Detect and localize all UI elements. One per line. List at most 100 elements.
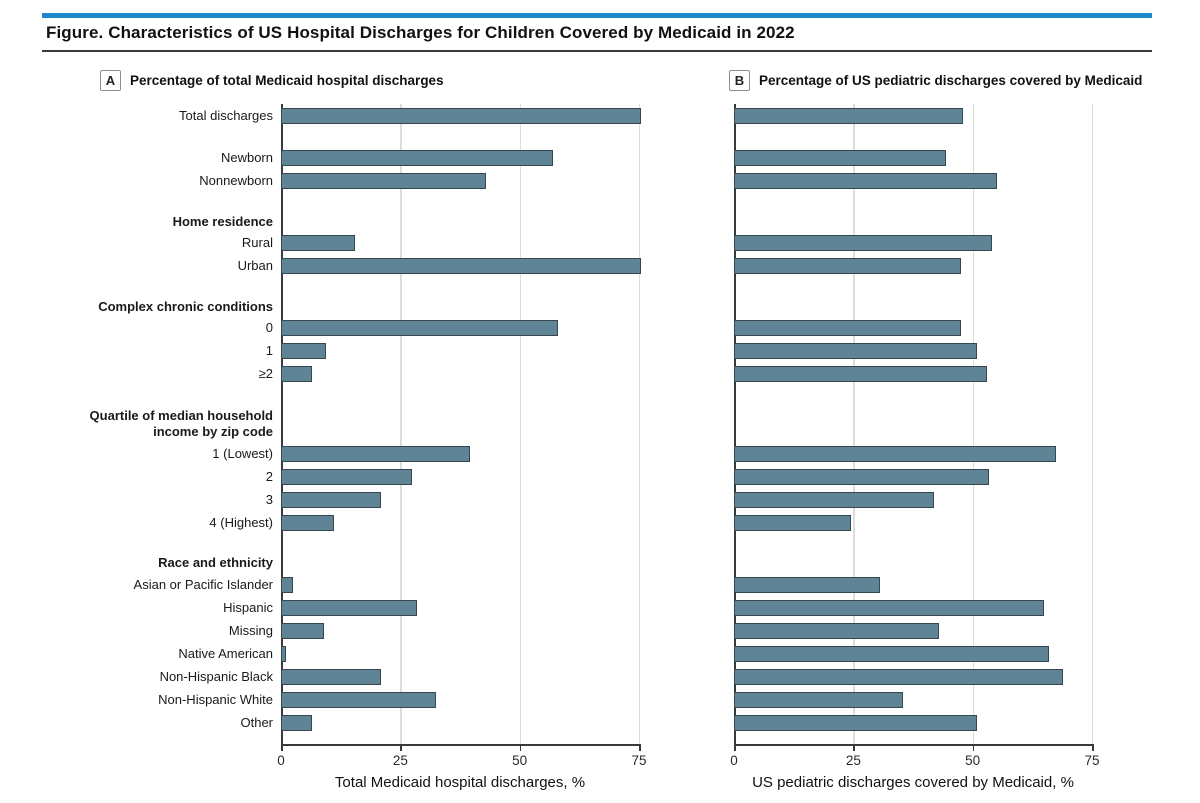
row-label: 3 bbox=[265, 491, 273, 507]
chart-row: Newborn bbox=[42, 147, 1152, 170]
row-label: 1 bbox=[265, 343, 273, 358]
section-header-row: Complex chronic conditions bbox=[42, 297, 1152, 317]
bar-panel-b bbox=[734, 491, 935, 508]
chart-row: 4 (Highest) bbox=[42, 511, 1152, 534]
chart-row: 1 bbox=[42, 340, 1152, 363]
plot-area-b bbox=[734, 297, 1152, 317]
row-label: Total discharges bbox=[179, 107, 273, 123]
plot-area-a bbox=[281, 442, 690, 465]
bar-panel-b bbox=[734, 691, 904, 708]
panel-gap bbox=[690, 488, 734, 511]
plot-area-b bbox=[734, 554, 1152, 574]
plot-area-b bbox=[734, 340, 1152, 363]
plot-area-a bbox=[281, 147, 690, 170]
bar-panel-a bbox=[281, 514, 334, 531]
bar-panel-b bbox=[734, 320, 961, 336]
x-axis-tick bbox=[281, 745, 283, 751]
chart-row: Native American bbox=[42, 642, 1152, 665]
bar-panel-b bbox=[734, 714, 978, 731]
chart-row: ≥2 bbox=[42, 363, 1152, 386]
panel-gap bbox=[690, 511, 734, 534]
x-axis-tick bbox=[853, 745, 855, 751]
plot-area-b bbox=[734, 488, 1152, 511]
panel-gap bbox=[690, 232, 734, 255]
panel-gap bbox=[690, 340, 734, 363]
section-header-label bbox=[42, 386, 281, 406]
bar-panel-a bbox=[281, 645, 286, 662]
section-header-label: Race and ethnicity bbox=[158, 555, 273, 571]
plot-area-b bbox=[734, 193, 1152, 213]
x-tick-label: 50 bbox=[512, 753, 528, 768]
plot-area-a bbox=[281, 212, 690, 232]
plot-area-a bbox=[281, 642, 690, 665]
panel-b-title: Percentage of US pediatric discharges co… bbox=[759, 73, 1143, 88]
plot-area-b bbox=[734, 363, 1152, 386]
bar-panel-b bbox=[734, 235, 992, 251]
plot-area-a bbox=[281, 278, 690, 298]
bar-panel-a bbox=[281, 445, 470, 462]
bar-panel-b bbox=[734, 366, 987, 382]
plot-area-a bbox=[281, 193, 690, 213]
plot-area-b bbox=[734, 511, 1152, 534]
plot-area-a bbox=[281, 317, 690, 340]
bar-panel-a bbox=[281, 691, 437, 708]
plot-area-a bbox=[281, 405, 690, 442]
panel-gap bbox=[690, 665, 734, 688]
plot-area-a bbox=[281, 534, 690, 554]
x-axis-line bbox=[734, 744, 1094, 746]
x-axis-title-a: Total Medicaid hospital discharges, % bbox=[334, 774, 586, 791]
plot-area-a bbox=[281, 665, 690, 688]
plot-area-a bbox=[281, 511, 690, 534]
panel-a-title: Percentage of total Medicaid hospital di… bbox=[130, 73, 444, 88]
chart-row: Non-Hispanic White bbox=[42, 688, 1152, 711]
gridline bbox=[853, 104, 855, 744]
plot-area-b bbox=[734, 642, 1152, 665]
bar-panel-a bbox=[281, 150, 554, 166]
title-divider bbox=[42, 50, 1152, 52]
bar-rows: Total discharges Newborn Nonnewborn Home re… bbox=[42, 104, 1152, 734]
row-label: Non-Hispanic Black bbox=[159, 668, 273, 684]
gridline bbox=[639, 104, 641, 744]
panel-gap bbox=[690, 363, 734, 386]
bar-panel-a bbox=[281, 599, 418, 616]
x-axis-title-b: US pediatric discharges covered by Medic… bbox=[752, 774, 1074, 791]
panel-b-header: B Percentage of US pediatric discharges … bbox=[729, 70, 1142, 91]
plot-area-a bbox=[281, 104, 690, 127]
row-label: 0 bbox=[265, 320, 273, 335]
section-header-label bbox=[42, 127, 281, 147]
row-label: Hispanic bbox=[223, 599, 273, 615]
spacer-row bbox=[42, 127, 1152, 147]
plot-area-b bbox=[734, 688, 1152, 711]
plot-area-a bbox=[281, 688, 690, 711]
panel-gap bbox=[690, 534, 734, 554]
chart-row: Non-Hispanic Black bbox=[42, 665, 1152, 688]
row-label: Rural bbox=[241, 235, 273, 250]
bar-panel-a bbox=[281, 366, 313, 382]
plot-area-b bbox=[734, 255, 1152, 278]
bar-panel-b bbox=[734, 576, 880, 593]
panel-gap bbox=[690, 442, 734, 465]
bar-panel-a bbox=[281, 258, 642, 274]
panel-gap bbox=[690, 297, 734, 317]
row-label: 2 bbox=[265, 468, 273, 484]
bar-panel-a bbox=[281, 491, 382, 508]
top-accent-rule bbox=[42, 13, 1152, 18]
plot-area-a bbox=[281, 386, 690, 406]
plot-area-a bbox=[281, 127, 690, 147]
bar-panel-a bbox=[281, 320, 558, 336]
gridline bbox=[972, 104, 974, 744]
spacer-row bbox=[42, 193, 1152, 213]
panel-a-key-badge: A bbox=[100, 70, 121, 91]
plot-area-a bbox=[281, 711, 690, 734]
panel-gap bbox=[690, 255, 734, 278]
row-label: 4 (Highest) bbox=[209, 514, 273, 530]
plot-area-b bbox=[734, 596, 1152, 619]
x-tick-label: 50 bbox=[965, 753, 981, 768]
bar-panel-b bbox=[734, 343, 978, 359]
panel-gap bbox=[690, 104, 734, 127]
panel-gap bbox=[690, 212, 734, 232]
x-axis-tick bbox=[972, 745, 975, 751]
plot-area-a bbox=[281, 363, 690, 386]
bar-panel-a bbox=[281, 668, 382, 685]
bar-panel-a bbox=[281, 343, 327, 359]
